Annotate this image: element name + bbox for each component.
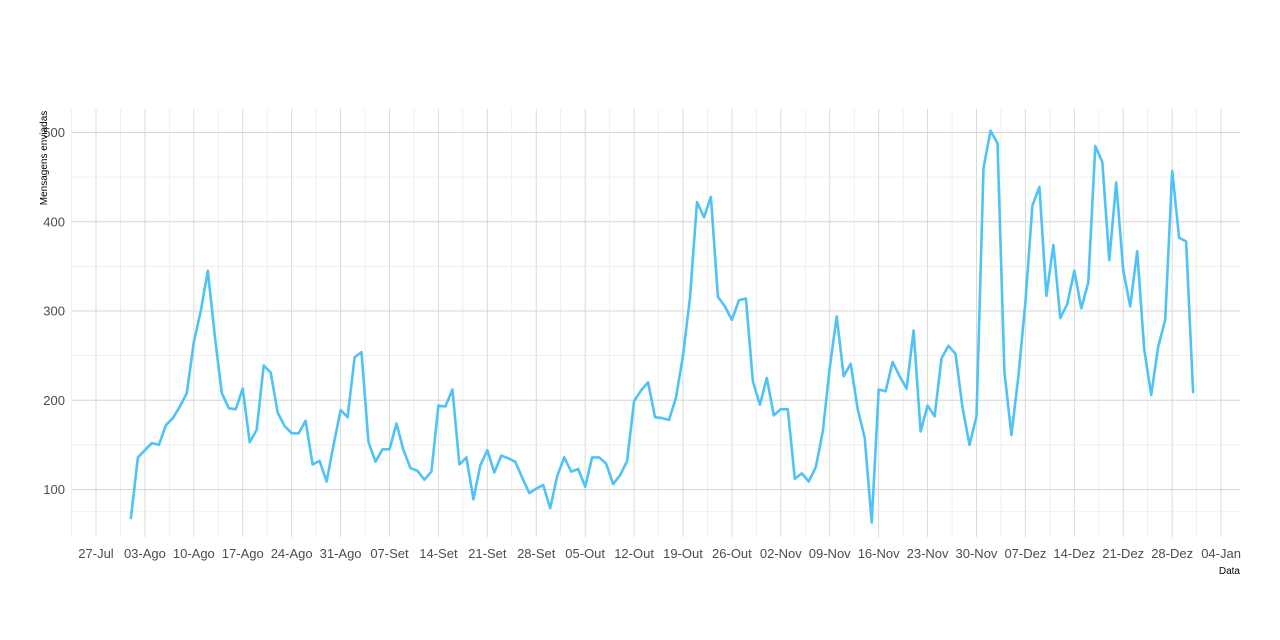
x-tick-label: 28-Set — [517, 546, 556, 561]
x-tick-label: 12-Out — [614, 546, 654, 561]
y-tick-label: 400 — [43, 214, 65, 229]
y-tick-label: 100 — [43, 482, 65, 497]
x-tick-label: 10-Ago — [173, 546, 215, 561]
x-tick-label: 21-Dez — [1102, 546, 1144, 561]
series-layer — [129, 129, 1195, 524]
grid — [71, 109, 1240, 537]
x-tick-label: 26-Out — [712, 546, 752, 561]
x-tick-label: 07-Set — [370, 546, 409, 561]
x-tick-label: 19-Out — [663, 546, 703, 561]
x-tick-label: 07-Dez — [1004, 546, 1046, 561]
y-axis-ticks: 100 200 300 400 500 — [43, 125, 65, 497]
x-tick-label: 30-Nov — [956, 546, 998, 561]
x-tick-label: 14-Set — [419, 546, 458, 561]
x-axis-ticks: 27-Jul 03-Ago 10-Ago 17-Ago 24-Ago 31-Ago 07-S… — [78, 546, 1241, 561]
series-line — [129, 129, 1195, 524]
x-axis-title: Data — [1219, 566, 1241, 577]
x-tick-label: 16-Nov — [858, 546, 900, 561]
y-tick-label: 300 — [43, 304, 65, 319]
y-tick-label: 500 — [43, 125, 65, 140]
x-tick-label: 28-Dez — [1151, 546, 1193, 561]
x-tick-label: 24-Ago — [271, 546, 313, 561]
x-tick-label: 02-Nov — [760, 546, 802, 561]
x-tick-label: 03-Ago — [124, 546, 166, 561]
x-tick-label: 31-Ago — [320, 546, 362, 561]
y-axis-title: Mensagens enviadas — [39, 111, 50, 206]
x-tick-label: 05-Out — [565, 546, 605, 561]
x-tick-label: 23-Nov — [907, 546, 949, 561]
y-tick-label: 200 — [43, 393, 65, 408]
x-tick-label: 04-Jan — [1201, 546, 1241, 561]
x-tick-label: 21-Set — [468, 546, 507, 561]
x-tick-label: 14-Dez — [1053, 546, 1095, 561]
x-tick-label: 27-Jul — [78, 546, 114, 561]
x-tick-label: 17-Ago — [222, 546, 264, 561]
x-tick-label: 09-Nov — [809, 546, 851, 561]
